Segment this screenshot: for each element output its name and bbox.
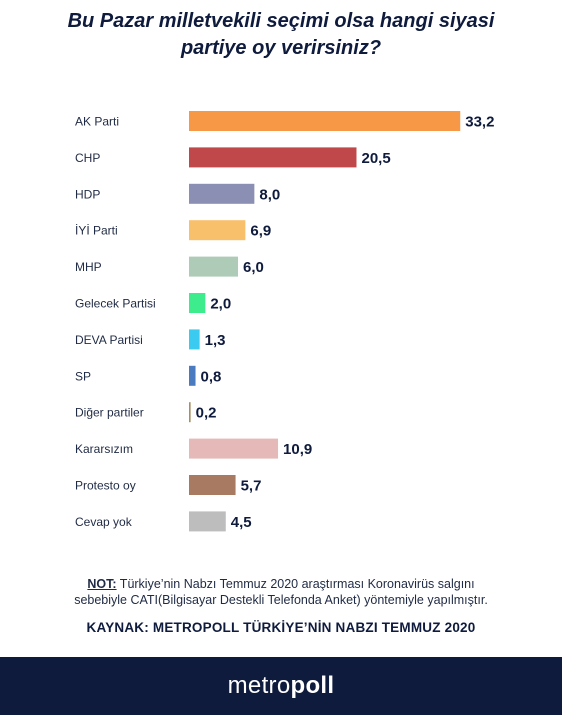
bar-hdp — [189, 183, 255, 204]
bar-deva-partisi — [189, 329, 200, 350]
value-label-protesto-oy: 5,7 — [241, 478, 262, 495]
category-label-gelecek-partisi: Gelecek Partisi — [75, 297, 156, 311]
category-label-ak-parti: AK Parti — [75, 115, 119, 129]
chart-title-line2: partiye oy verirsiniz? — [180, 37, 382, 59]
note-label: NOT: — [87, 577, 117, 591]
value-label-diger-partiler: 0,2 — [196, 405, 217, 422]
category-label-protesto-oy: Protesto oy — [75, 479, 136, 493]
category-label-hdp: HDP — [75, 187, 100, 201]
value-label-iyi-parti: 6,9 — [250, 223, 271, 240]
category-label-cevap-yok: Cevap yok — [75, 515, 133, 529]
value-label-gelecek-partisi: 2,0 — [210, 296, 231, 313]
methodology-note: NOT: Türkiye’nin Nabzı Temmuz 2020 araşt… — [0, 576, 562, 608]
bar-diger-partiler — [189, 402, 191, 423]
value-label-deva-partisi: 1,3 — [205, 332, 226, 349]
value-label-hdp: 8,0 — [259, 186, 280, 203]
bar-gelecek-partisi — [189, 293, 206, 313]
note-line2: sebebiyle CATI(Bilgisayar Destekli Telef… — [74, 593, 488, 607]
bar-ak-parti — [189, 111, 461, 131]
note-line1: Türkiye’nin Nabzı Temmuz 2020 araştırmas… — [116, 577, 475, 591]
category-label-deva-partisi: DEVA Partisi — [75, 333, 143, 347]
category-label-diger-partiler: Diğer partiler — [75, 406, 144, 420]
bar-mhp — [189, 256, 239, 277]
category-label-mhp: MHP — [75, 260, 102, 274]
bar-cevap-yok — [189, 511, 226, 532]
metropoll-logo: metropoll — [228, 672, 335, 700]
category-label-iyi-parti: İYİ Parti — [75, 224, 118, 238]
value-label-ak-parti: 33,2 — [465, 114, 494, 131]
value-label-mhp: 6,0 — [243, 259, 264, 276]
value-label-sp: 0,8 — [201, 368, 222, 385]
logo-light: metro — [227, 672, 291, 699]
value-label-kararsizim: 10,9 — [283, 441, 312, 458]
footer-bar: metropoll — [0, 657, 562, 715]
bar-sp — [189, 365, 196, 386]
bar-chp — [189, 147, 357, 168]
bar-protesto-oy — [189, 475, 236, 495]
category-label-kararsizim: Kararsızım — [75, 442, 133, 456]
chart-title: Bu Pazar milletvekili seçimi olsa hangi … — [0, 8, 562, 62]
bar-kararsizim — [189, 438, 279, 459]
value-label-chp: 20,5 — [361, 150, 390, 167]
category-label-sp: SP — [75, 369, 91, 383]
bar-chart: AK Parti 33,2 CHP 20,5 HDP 8,0 İYİ Parti 6,9 MHP… — [75, 111, 494, 532]
bar-iyi-parti — [189, 220, 246, 241]
value-label-cevap-yok: 4,5 — [231, 514, 252, 531]
chart-title-line1: Bu Pazar milletvekili seçimi olsa hangi … — [67, 10, 495, 32]
logo-bold: poll — [290, 672, 335, 699]
category-label-chp: CHP — [75, 151, 100, 165]
source-text: KAYNAK: METROPOLL TÜRKİYE’NİN NABZI TEMM… — [86, 620, 476, 635]
